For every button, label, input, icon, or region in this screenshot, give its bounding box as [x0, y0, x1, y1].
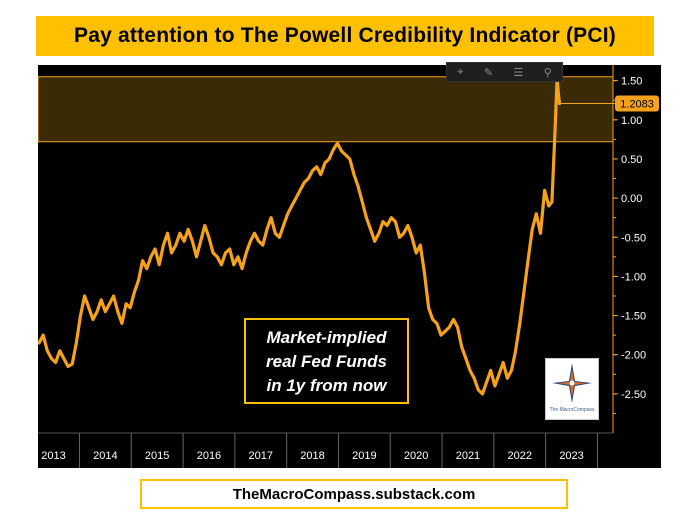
chart-area: 1.50 1.00 0.50 0.00 -0.50 -1.00 -1.50 -2.00 -2.5… [38, 65, 661, 468]
y-tick-label: -0.50 [621, 232, 646, 244]
x-tick-label: 2018 [300, 450, 324, 462]
chart-title: Pay attention to The Powell Credibility … [74, 24, 616, 47]
last-value-label: 1.2083 [620, 98, 654, 110]
x-tick-label: 2017 [249, 450, 273, 462]
x-tick-label: 2013 [41, 450, 65, 462]
x-tick-label: 2019 [352, 450, 376, 462]
logo-caption: The MacroCompass [549, 407, 595, 413]
annotation-line: in 1y from now [267, 376, 389, 395]
footer-box: TheMacroCompass.substack.com [140, 479, 568, 509]
table-icon[interactable]: ☰ [513, 65, 524, 79]
y-tick-label: 1.50 [621, 76, 642, 88]
x-tick-label: 2016 [197, 450, 221, 462]
y-tick-label: 1.00 [621, 115, 642, 127]
pci-series-line [38, 77, 562, 396]
x-tick-label: 2021 [456, 450, 480, 462]
crosshair-icon[interactable]: ⌖ [457, 65, 464, 78]
compass-star-icon [552, 363, 592, 403]
annotation-line: Market-implied [267, 328, 388, 347]
y-tick-label: -1.50 [621, 311, 646, 323]
y-tick-label: -1.00 [621, 271, 646, 283]
chart-toolbar: ⌖ ✎ ☰ ⚲ [446, 62, 563, 82]
annotation-line: real Fed Funds [266, 352, 387, 371]
pci-line-chart: 1.50 1.00 0.50 0.00 -0.50 -1.00 -1.50 -2.00 -2.5… [38, 65, 659, 468]
annotation-box [244, 318, 409, 404]
last-value-badge [615, 95, 659, 112]
footer-url[interactable]: TheMacroCompass.substack.com [232, 485, 476, 503]
title-banner: Pay attention to The Powell Credibility … [36, 16, 654, 56]
x-tick-label: 2020 [404, 450, 428, 462]
y-tick-label: -2.50 [621, 389, 646, 401]
y-tick-label: -2.00 [621, 350, 646, 362]
x-tick-label: 2022 [508, 450, 532, 462]
y-tick-label: 0.00 [621, 193, 642, 205]
draw-icon[interactable]: ✎ [483, 65, 494, 79]
x-tick-label: 2015 [145, 450, 169, 462]
zoom-icon[interactable]: ⚲ [543, 65, 552, 79]
shaded-band [38, 76, 614, 143]
macrocompass-logo: The MacroCompass [545, 358, 599, 420]
x-tick-label: 2014 [93, 450, 117, 462]
y-tick-label: 0.50 [621, 154, 642, 166]
x-tick-label: 2023 [559, 450, 583, 462]
